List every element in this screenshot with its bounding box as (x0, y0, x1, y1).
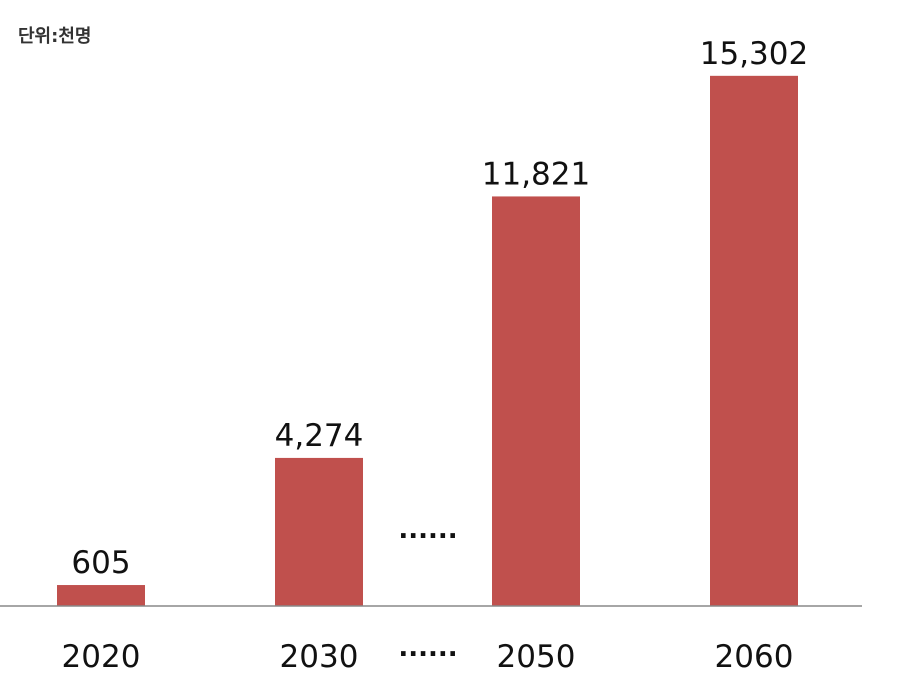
tick-label-2030: 2030 (280, 639, 359, 675)
unit-label: 단위:천명 (18, 26, 91, 47)
tick-label-2020: 2020 (62, 639, 141, 675)
bars-group (57, 75, 798, 607)
bar-2030 (275, 457, 363, 606)
gap-marker-bars: ...... (398, 515, 457, 545)
value-label-2030: 4,274 (275, 418, 364, 454)
tick-label-2050: 2050 (497, 639, 576, 675)
bar-2050 (492, 196, 580, 606)
value-labels-group: 605 4,274 11,821 15,302 (71, 36, 808, 581)
tick-label-2060: 2060 (715, 639, 794, 675)
value-label-2060: 15,302 (700, 36, 808, 72)
tick-labels-group: 2020 2030 2050 2060 (62, 639, 794, 675)
gap-marker-axis: ...... (398, 633, 457, 663)
bar-2060 (710, 75, 798, 607)
bar-2020 (57, 585, 145, 606)
value-label-2050: 11,821 (482, 156, 590, 192)
value-label-2020: 605 (71, 545, 130, 581)
